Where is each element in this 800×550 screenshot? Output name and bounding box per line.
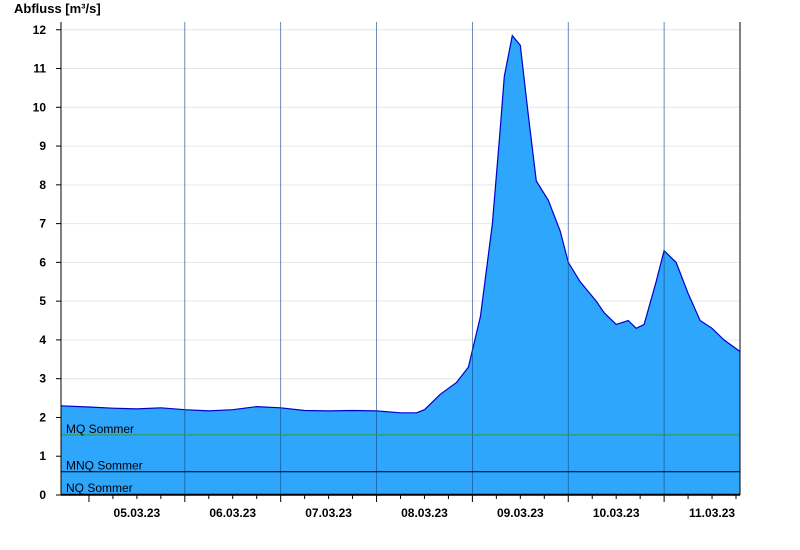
y-tick-label: 1	[39, 449, 46, 463]
x-tick-label: 07.03.23	[305, 506, 352, 520]
discharge-area	[61, 35, 740, 495]
reference-label: MNQ Sommer	[66, 459, 143, 473]
day-separators	[184, 22, 665, 495]
y-tick-label: 6	[39, 255, 46, 269]
y-tick-label: 0	[39, 488, 46, 502]
y-tick-label: 8	[39, 178, 46, 192]
x-tick-label: 11.03.23	[689, 506, 735, 520]
y-tick-label: 7	[39, 217, 46, 231]
y-tick-label: 5	[39, 294, 46, 308]
x-tick-label: 06.03.23	[209, 506, 256, 520]
reference-label: NQ Sommer	[66, 481, 133, 495]
reference-lines: MQ Sommer MNQ Sommer NQ Sommer	[61, 422, 740, 495]
x-tick-label: 10.03.23	[593, 506, 640, 520]
x-tick-label: 05.03.23	[114, 506, 161, 520]
y-axis-label: Abfluss [m³/s]	[14, 1, 101, 16]
y-tick-label: 9	[39, 139, 46, 153]
plot-area	[60, 34, 741, 495]
y-tick-label: 3	[39, 372, 46, 386]
y-tick-label: 12	[33, 23, 47, 37]
x-tick-label: 08.03.23	[401, 506, 448, 520]
x-tick-label: 09.03.23	[497, 506, 544, 520]
discharge-line	[60, 34, 741, 414]
reference-label: MQ Sommer	[66, 422, 134, 436]
y-tick-label: 2	[39, 410, 46, 424]
y-tick-label: 10	[33, 100, 47, 114]
y-tick-label: 4	[39, 333, 46, 347]
y-tick-label: 11	[33, 62, 46, 76]
